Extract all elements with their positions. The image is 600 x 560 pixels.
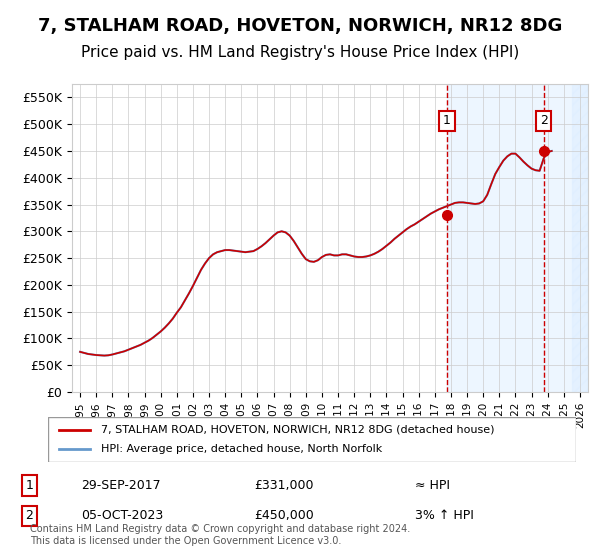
Text: £331,000: £331,000 xyxy=(254,479,313,492)
Text: Price paid vs. HM Land Registry's House Price Index (HPI): Price paid vs. HM Land Registry's House … xyxy=(81,45,519,60)
Text: 7, STALHAM ROAD, HOVETON, NORWICH, NR12 8DG (detached house): 7, STALHAM ROAD, HOVETON, NORWICH, NR12 … xyxy=(101,424,494,435)
Text: 2: 2 xyxy=(25,510,33,522)
Text: 29-SEP-2017: 29-SEP-2017 xyxy=(81,479,161,492)
Text: 7, STALHAM ROAD, HOVETON, NORWICH, NR12 8DG: 7, STALHAM ROAD, HOVETON, NORWICH, NR12 … xyxy=(38,17,562,35)
Text: 1: 1 xyxy=(25,479,33,492)
Text: 3% ↑ HPI: 3% ↑ HPI xyxy=(415,510,474,522)
Text: £450,000: £450,000 xyxy=(254,510,314,522)
Text: 2: 2 xyxy=(540,114,548,128)
Text: ≈ HPI: ≈ HPI xyxy=(415,479,450,492)
FancyBboxPatch shape xyxy=(48,417,576,462)
Text: Contains HM Land Registry data © Crown copyright and database right 2024.
This d: Contains HM Land Registry data © Crown c… xyxy=(30,524,410,546)
Text: 1: 1 xyxy=(443,114,451,128)
Bar xyxy=(572,84,588,392)
Text: 05-OCT-2023: 05-OCT-2023 xyxy=(81,510,163,522)
Text: HPI: Average price, detached house, North Norfolk: HPI: Average price, detached house, Nort… xyxy=(101,445,382,455)
Bar xyxy=(447,84,588,392)
